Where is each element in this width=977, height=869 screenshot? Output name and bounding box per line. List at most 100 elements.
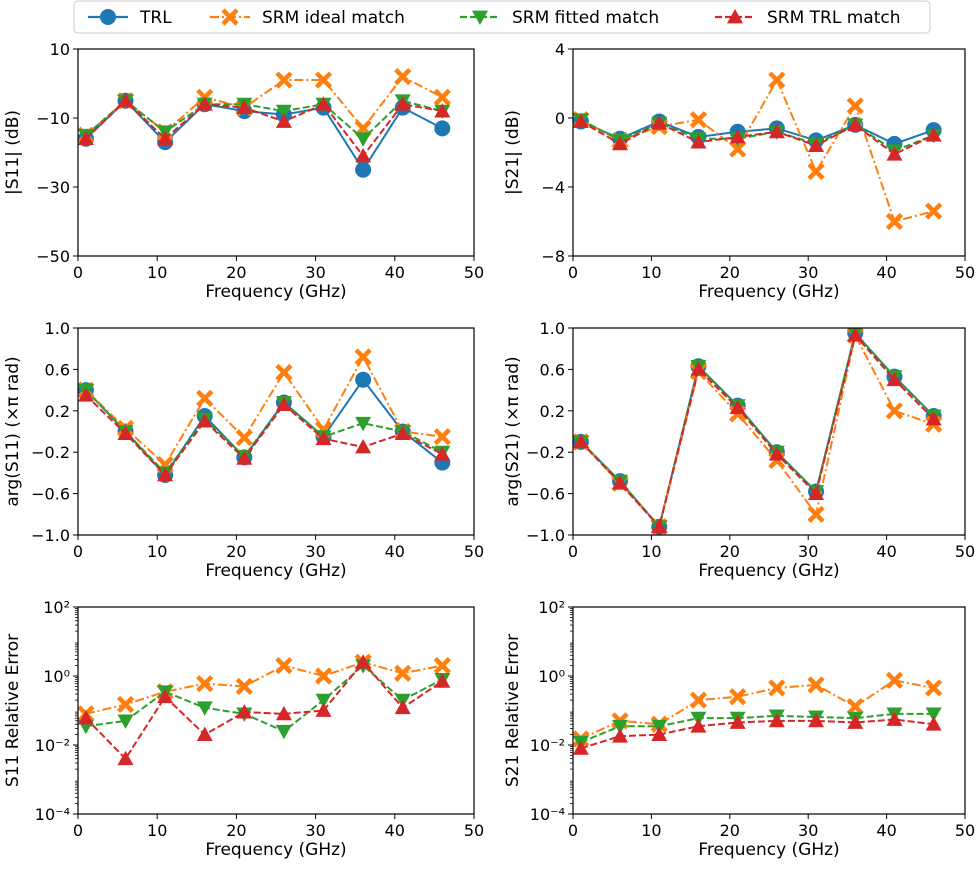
data-point	[275, 396, 292, 411]
data-point	[275, 113, 292, 128]
data-point	[355, 147, 372, 163]
data-point	[612, 475, 629, 490]
data-point	[196, 389, 214, 407]
y-tick-label: 0.2	[540, 402, 565, 421]
data-point	[729, 688, 747, 706]
data-point	[275, 363, 293, 382]
data-point	[196, 675, 214, 693]
data-point	[434, 120, 451, 137]
legend-frame	[73, 0, 931, 34]
data-point	[78, 130, 94, 146]
data-point	[275, 71, 293, 89]
data-point	[808, 485, 825, 500]
data-point	[886, 371, 903, 387]
chart-s21-err: 0 10 20 30 40 50 10⁻⁴ 10⁻² 10⁰ 10² Frequency (GHz)…	[503, 598, 975, 860]
data-point	[394, 68, 412, 86]
y-tick-label: 10⁰	[538, 667, 565, 686]
x-axis-label: Frequency (GHz)	[698, 840, 839, 860]
data-point	[315, 693, 332, 709]
y-tick-label: 10²	[43, 598, 70, 617]
legend-label: TRL	[139, 8, 172, 28]
data-point	[651, 115, 668, 130]
y-axis-label: S11 Relative Error	[3, 634, 23, 787]
data-point	[651, 518, 668, 534]
series-line-circle	[85, 378, 443, 477]
x-tick-label: 50	[464, 542, 484, 561]
data-point	[78, 387, 94, 402]
legend-marker	[221, 8, 239, 26]
axes-frame	[77, 606, 475, 815]
data-point	[768, 712, 785, 728]
series-line-triangle-up	[580, 333, 935, 529]
x-tick-label: 10	[147, 542, 167, 561]
x-tick-label: 10	[147, 821, 167, 840]
x-tick-label: 10	[147, 263, 167, 282]
x-tick-label: 30	[798, 821, 818, 840]
y-tick-label: 10⁻²	[530, 736, 565, 755]
series-line-triangle-up	[85, 394, 443, 477]
data-point	[768, 123, 785, 139]
data-point	[433, 428, 451, 446]
data-point	[117, 714, 134, 729]
data-point	[925, 716, 942, 731]
data-point	[355, 654, 372, 669]
x-tick-label: 10	[641, 542, 661, 561]
x-tick-label: 20	[226, 821, 246, 840]
data-point	[925, 202, 943, 220]
data-point	[885, 212, 904, 231]
x-tick-label: 0	[568, 263, 578, 282]
legend-entry: SRM TRL match	[715, 8, 901, 28]
data-point	[236, 450, 253, 465]
data-point	[434, 673, 451, 688]
axes-frame	[77, 48, 475, 257]
data-point	[275, 705, 292, 721]
legend-entry: SRM fitted match	[460, 8, 659, 28]
series-group	[573, 71, 943, 231]
data-point	[355, 132, 372, 147]
series-line-circle	[85, 99, 443, 172]
y-tick-label: −1.0	[526, 526, 565, 545]
data-point	[236, 704, 253, 719]
data-point	[394, 664, 412, 682]
series-line-circle	[580, 120, 934, 145]
x-axis-label: Frequency (GHz)	[205, 561, 346, 581]
x-axis-label: Frequency (GHz)	[698, 561, 839, 581]
chart-s21-mag: 0 10 20 30 40 50 −8 −4 0 4 Frequency (GHz) |S21| (d…	[503, 40, 975, 302]
data-point	[925, 411, 942, 426]
data-point	[157, 688, 174, 704]
y-tick-label: −4	[541, 178, 565, 197]
data-point	[315, 430, 332, 446]
data-point	[885, 402, 904, 420]
data-point	[196, 726, 213, 742]
data-point	[275, 104, 292, 120]
data-point	[729, 714, 746, 729]
legend-entry: SRM ideal match	[210, 8, 405, 28]
legend-label: SRM fitted match	[512, 8, 659, 28]
x-tick-label: 10	[641, 263, 661, 282]
data-point	[354, 348, 372, 366]
series-group	[78, 348, 451, 483]
data-point	[689, 691, 708, 709]
data-point	[394, 699, 411, 715]
data-point	[116, 695, 135, 714]
y-tick-label: −0.6	[526, 485, 565, 504]
data-point	[314, 667, 333, 685]
x-tick-label: 40	[385, 821, 405, 840]
data-point	[235, 677, 253, 695]
axes-frame	[77, 327, 475, 536]
data-point	[612, 719, 629, 735]
y-axis-label: |S21| (dB)	[503, 110, 523, 195]
data-point	[236, 99, 253, 115]
series-line-x	[85, 354, 443, 467]
x-tick-label: 0	[73, 821, 83, 840]
data-point	[847, 328, 864, 342]
data-point	[433, 88, 451, 106]
x-tick-label: 20	[226, 263, 246, 282]
y-tick-label: −1.0	[31, 526, 70, 545]
y-axis-label: arg(S21) (×π rad)	[503, 356, 523, 506]
data-point	[925, 679, 943, 697]
data-point	[355, 161, 372, 178]
data-point	[433, 657, 451, 675]
y-tick-label: −0.2	[31, 443, 70, 462]
data-point	[768, 679, 786, 697]
